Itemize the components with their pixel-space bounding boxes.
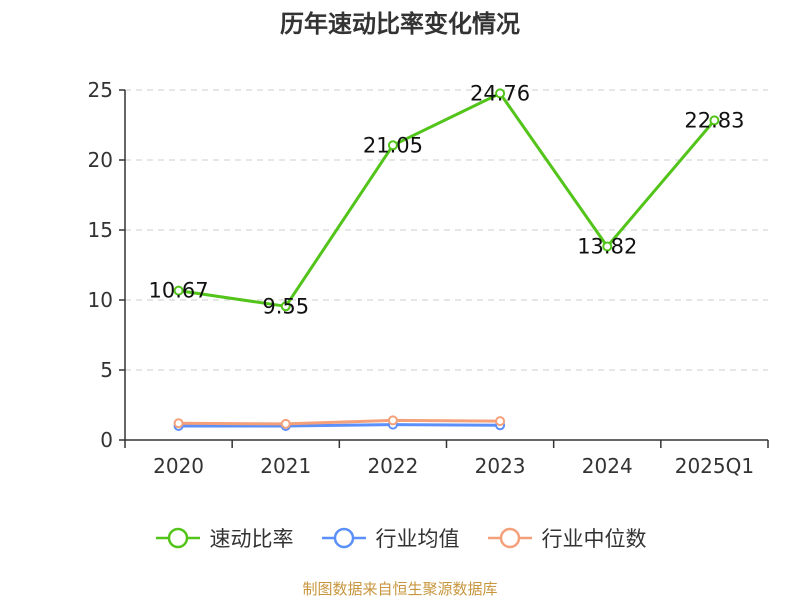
data-point[interactable] (495, 416, 506, 427)
data-point[interactable] (602, 241, 613, 252)
legend: 速动比率 行业均值 行业中位数 (0, 520, 800, 556)
data-point[interactable] (280, 301, 291, 312)
data-label: 22.83 (684, 108, 744, 132)
x-tick-label: 2022 (367, 454, 418, 478)
legend-item-0[interactable]: 速动比率 (154, 523, 294, 553)
data-source-note: 制图数据来自恒生聚源数据库 (302, 580, 498, 598)
legend-item-2[interactable]: 行业中位数 (486, 523, 647, 553)
x-tick-label: 2023 (475, 454, 526, 478)
series-line (178, 91, 716, 308)
chart-title: 历年速动比率变化情况 (280, 10, 520, 38)
data-label: 24.76 (470, 81, 530, 105)
data-labels: 10.67 9.55 21.05 24.76 13.82 22.83 (149, 81, 745, 318)
y-tick-label: 0 (100, 428, 113, 452)
data-label: 10.67 (149, 279, 209, 303)
x-tick-label: 2021 (260, 454, 311, 478)
gridlines (125, 89, 768, 371)
series-line (178, 418, 501, 426)
x-tick-label: 2024 (582, 454, 633, 478)
data-point[interactable] (280, 418, 291, 429)
legend-line-icon (155, 527, 200, 549)
data-point[interactable] (173, 418, 184, 429)
x-tick-label: 2025Q1 (675, 454, 754, 478)
legend-line-icon (487, 527, 532, 549)
data-label: 9.55 (262, 294, 309, 318)
axes: 0 5 10 15 20 25 2020 2021 2022 2023 2024 2025Q1 (88, 78, 769, 478)
series-line (178, 423, 501, 428)
data-point[interactable] (495, 88, 506, 99)
legend-line-icon (321, 527, 366, 549)
data-label: 21.05 (363, 133, 423, 157)
legend-label: 速动比率 (209, 527, 294, 551)
legend-label: 行业均值 (375, 527, 460, 551)
data-point[interactable] (709, 115, 720, 126)
data-point[interactable] (387, 140, 398, 151)
series-lines (173, 88, 720, 431)
data-point[interactable] (173, 285, 184, 296)
legend-item-1[interactable]: 行业均值 (320, 523, 460, 553)
data-label: 13.82 (577, 235, 637, 259)
y-tick-label: 10 (88, 288, 113, 312)
y-tick-label: 15 (88, 218, 113, 242)
y-tick-label: 20 (88, 148, 113, 172)
data-point[interactable] (387, 415, 398, 426)
x-tick-label: 2020 (153, 454, 204, 478)
legend-label: 行业中位数 (541, 527, 647, 551)
y-tick-label: 5 (100, 358, 113, 382)
y-tick-label: 25 (88, 78, 113, 102)
